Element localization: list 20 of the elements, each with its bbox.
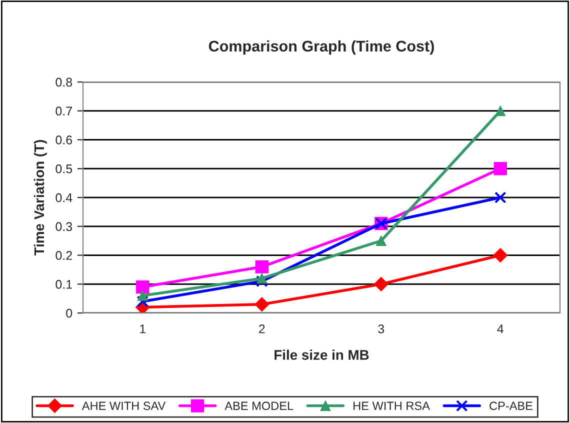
y-axis-title: Time Variation (T) (34, 140, 47, 256)
y-tick-label: 0.7 (56, 106, 72, 116)
x-axis-title: File size in MB (274, 350, 369, 360)
x-tick-label: 3 (378, 324, 384, 334)
y-tick-label: 0.6 (56, 136, 72, 144)
chart-title: Comparison Graph (Time Cost) (208, 40, 434, 55)
y-tick-label: 0 (66, 308, 72, 318)
y-tick-label: 0.1 (56, 280, 72, 289)
x-tick-label: 1 (140, 324, 146, 334)
y-tick-label: 0.2 (56, 251, 72, 260)
y-tick-label: 0.4 (56, 193, 72, 202)
legend-label: AHE WITH SAV (82, 402, 166, 410)
legend-label: CP-ABE (490, 402, 532, 410)
x-tick-label: 2 (259, 324, 265, 334)
x-tick-label: 4 (497, 324, 504, 334)
legend-label: ABE MODEL (224, 402, 294, 410)
legend-label: HE WITH RSA (354, 402, 430, 410)
y-tick-label: 0.3 (56, 222, 72, 232)
y-tick-label: 0.8 (56, 78, 72, 87)
y-tick-label: 0.5 (56, 164, 72, 174)
